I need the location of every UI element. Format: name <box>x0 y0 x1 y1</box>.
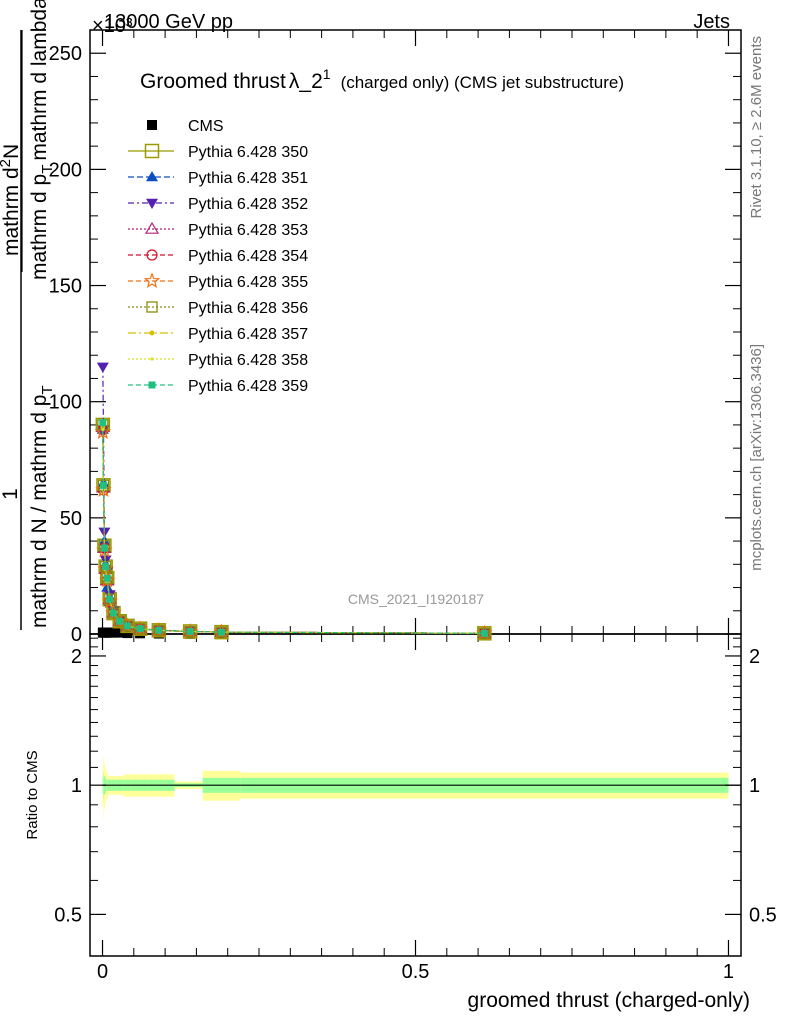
y-tick-label: 200 <box>49 159 82 181</box>
data-point-p359 <box>155 626 163 634</box>
data-point-p359 <box>106 595 114 603</box>
series-p359 <box>99 419 488 637</box>
rivet-label: Rivet 3.1.10, ≥ 2.6M events <box>748 36 765 219</box>
ratio-tick-label: 0.5 <box>54 904 82 926</box>
legend: CMS Pythia 6.428 350 Pythia 6.428 351 Pythi… <box>128 118 308 395</box>
ratio-tick-label: 1 <box>71 775 82 797</box>
series-group <box>94 362 493 641</box>
y-tick-label: 250 <box>49 43 82 65</box>
legend-label-p358: Pythia 6.428 358 <box>188 352 308 369</box>
legend-marker-p358 <box>150 357 154 361</box>
y-label-one: 1 <box>0 488 22 500</box>
y-tick-label: 50 <box>60 508 82 530</box>
data-point-p358 <box>101 427 105 432</box>
ratio-tick-label: 2 <box>71 646 82 668</box>
data-point-p356 <box>107 607 120 619</box>
ratio-tick-label-right: 0.5 <box>749 904 777 926</box>
data-point-p359 <box>480 629 488 637</box>
data-point-p359 <box>99 481 107 489</box>
legend-marker-p352 <box>146 198 158 209</box>
data-point-p356 <box>104 593 116 605</box>
legend-label-cms: CMS <box>188 118 224 135</box>
x-tick-label: 0 <box>97 961 108 983</box>
data-point-p359 <box>103 574 111 582</box>
legend-label-p355: Pythia 6.428 355 <box>188 274 308 291</box>
y-tick-label: 0 <box>71 624 82 646</box>
legend-label-p351: Pythia 6.428 351 <box>188 170 308 187</box>
data-point-p359 <box>136 625 144 633</box>
legend-marker-p357 <box>149 330 155 336</box>
data-point-p359 <box>109 609 117 617</box>
mcplots-label: mcplots.cern.ch [arXiv:1306.3436] <box>748 344 765 571</box>
energy-label: 13000 GeV pp <box>104 11 233 33</box>
y-label-numerator-num: mathrm d2N <box>0 144 23 256</box>
legend-marker-p354 <box>146 249 158 261</box>
data-point-p352 <box>96 362 109 373</box>
x-tick-label: 0.5 <box>402 961 430 983</box>
data-point-cms <box>114 627 125 638</box>
data-point-p351 <box>101 581 114 592</box>
legend-marker-p359 <box>148 381 156 389</box>
data-point-p359 <box>186 627 194 635</box>
data-point-p359 <box>100 544 108 552</box>
legend-label-p356: Pythia 6.428 356 <box>188 300 308 317</box>
legend-label-p354: Pythia 6.428 354 <box>188 248 308 265</box>
ratio-tick-label-right: 1 <box>749 775 760 797</box>
legend-marker-p351 <box>146 171 158 182</box>
process-label: Jets <box>693 11 730 33</box>
legend-label-p353: Pythia 6.428 353 <box>188 222 308 239</box>
legend-marker-p355 <box>143 272 161 289</box>
data-point-p359 <box>102 563 110 571</box>
y-tick-label: 100 <box>49 392 82 414</box>
legend-marker-p350 <box>144 143 160 159</box>
plot-title: Groomed thrust λ_21 (charged only) (CMS je… <box>140 66 624 93</box>
x-tick-label: 1 <box>723 961 734 983</box>
ratio-tick-label-right: 2 <box>749 646 760 668</box>
legend-label-p352: Pythia 6.428 352 <box>188 196 308 213</box>
x-axis-label: groomed thrust (charged-only) <box>468 989 750 1012</box>
legend-marker-p353 <box>144 221 160 234</box>
legend-marker-cms <box>147 120 157 130</box>
data-point-p359 <box>124 622 132 630</box>
legend-label-p350: Pythia 6.428 350 <box>188 144 308 161</box>
y-axis-label: 1 mathrm d N / mathrm d pT mathrm d2N ma… <box>0 0 56 630</box>
y-label-numerator-den: mathrm d pTmathrm d lambda <box>28 0 56 280</box>
legend-marker-p356 <box>146 301 158 313</box>
data-point-p356 <box>121 620 134 632</box>
data-point-cms <box>108 627 119 638</box>
ratio-axis: 0.5 0.5 1 1 2 2 <box>54 637 777 926</box>
data-point-p359 <box>99 419 107 427</box>
data-point-p359 <box>217 628 225 636</box>
legend-label-p359: Pythia 6.428 359 <box>188 378 308 395</box>
analysis-watermark: CMS_2021_I1920187 <box>348 591 484 607</box>
y-tick-label: 150 <box>49 276 82 298</box>
ratio-y-label: Ratio to CMS <box>24 750 41 839</box>
ratio-bands <box>102 757 741 818</box>
y-label-denominator: mathrm d N / mathrm d pT <box>28 385 56 628</box>
legend-label-p357: Pythia 6.428 357 <box>188 326 308 343</box>
data-point-p359 <box>116 617 124 625</box>
